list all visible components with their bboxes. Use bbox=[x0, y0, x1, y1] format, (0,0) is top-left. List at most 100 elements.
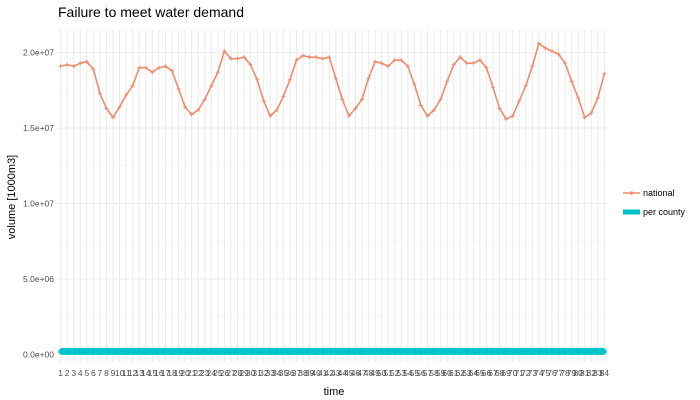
data-point bbox=[359, 349, 365, 354]
y-tick-label: 1.0e+07 bbox=[23, 199, 54, 209]
data-point bbox=[202, 349, 208, 354]
x-tick-label: 61 bbox=[449, 368, 459, 378]
x-tick-label: 82 bbox=[587, 368, 597, 378]
x-tick-label: 56 bbox=[416, 368, 426, 378]
data-point bbox=[556, 52, 561, 57]
data-point bbox=[458, 55, 463, 60]
data-point bbox=[149, 349, 155, 354]
data-point bbox=[313, 349, 319, 354]
x-tick-label: 24 bbox=[207, 368, 217, 378]
x-tick-label: 42 bbox=[324, 368, 334, 378]
data-point bbox=[222, 49, 227, 54]
y-axis-ticks: 0.0e+00 5.0e+06 1.0e+07 1.5e+07 2.0e+07 bbox=[23, 48, 54, 360]
data-point bbox=[182, 349, 188, 354]
data-point bbox=[549, 49, 554, 54]
data-point bbox=[399, 58, 404, 63]
x-tick-label: 31 bbox=[252, 368, 262, 378]
data-point bbox=[601, 349, 607, 354]
x-tick-label: 38 bbox=[298, 368, 308, 378]
x-tick-label: 23 bbox=[200, 368, 210, 378]
x-tick-label: 17 bbox=[161, 368, 171, 378]
series-line bbox=[60, 42, 606, 120]
x-tick-label: 39 bbox=[305, 368, 315, 378]
x-tick-label: 40 bbox=[311, 368, 321, 378]
x-tick-label: 64 bbox=[469, 368, 479, 378]
data-point bbox=[215, 70, 220, 75]
data-point bbox=[242, 55, 247, 60]
data-point bbox=[490, 349, 496, 354]
x-tick-label: 13 bbox=[135, 368, 145, 378]
data-point bbox=[136, 349, 142, 354]
y-axis-title: volume [1000m3] bbox=[6, 155, 18, 239]
data-point bbox=[196, 107, 201, 112]
x-tick-label: 2 bbox=[65, 368, 70, 378]
data-point bbox=[261, 98, 266, 103]
data-point bbox=[432, 107, 437, 112]
data-point bbox=[464, 349, 470, 354]
data-point bbox=[504, 117, 509, 122]
data-point bbox=[228, 349, 234, 354]
data-point bbox=[379, 61, 384, 66]
data-point bbox=[189, 349, 195, 354]
x-tick-label: 51 bbox=[383, 368, 393, 378]
data-point bbox=[281, 94, 286, 99]
x-tick-label: 3 bbox=[71, 368, 76, 378]
data-point bbox=[373, 59, 378, 64]
x-tick-label: 74 bbox=[534, 368, 544, 378]
data-point bbox=[398, 349, 404, 354]
x-tick-label: 48 bbox=[364, 368, 374, 378]
x-tick-label: 70 bbox=[508, 368, 518, 378]
data-point bbox=[457, 349, 463, 354]
data-point bbox=[536, 41, 541, 46]
data-point bbox=[340, 97, 345, 102]
x-tick-label: 72 bbox=[521, 368, 531, 378]
data-point bbox=[602, 71, 607, 76]
data-point bbox=[228, 56, 233, 61]
data-point bbox=[359, 97, 364, 102]
x-tick-label: 22 bbox=[193, 368, 203, 378]
data-point bbox=[425, 114, 430, 119]
x-tick-label: 8 bbox=[104, 368, 109, 378]
data-point bbox=[163, 349, 168, 354]
data-point bbox=[156, 349, 162, 354]
legend-item-national: national bbox=[623, 188, 675, 198]
data-point bbox=[595, 95, 600, 100]
data-point bbox=[124, 92, 129, 97]
data-point bbox=[543, 46, 548, 51]
x-tick-label: 53 bbox=[397, 368, 407, 378]
data-point bbox=[104, 349, 109, 354]
data-point bbox=[248, 62, 253, 67]
data-point bbox=[287, 349, 293, 354]
data-point bbox=[392, 349, 398, 354]
data-point bbox=[516, 349, 522, 354]
data-point bbox=[438, 349, 443, 354]
data-point bbox=[261, 349, 267, 354]
x-tick-label: 43 bbox=[331, 368, 341, 378]
data-point bbox=[255, 77, 260, 82]
data-point bbox=[543, 349, 548, 354]
data-point bbox=[91, 67, 96, 72]
legend-label: per county bbox=[643, 207, 686, 217]
series-national bbox=[58, 41, 607, 122]
data-point bbox=[97, 349, 103, 354]
x-tick-label: 58 bbox=[429, 368, 439, 378]
x-tick-label: 63 bbox=[462, 368, 472, 378]
data-point bbox=[300, 349, 306, 354]
data-point bbox=[58, 349, 64, 354]
data-point bbox=[529, 349, 535, 354]
data-point bbox=[366, 76, 371, 81]
x-tick-label: 9 bbox=[111, 368, 116, 378]
data-point bbox=[477, 58, 482, 63]
x-tick-label: 46 bbox=[351, 368, 361, 378]
data-point bbox=[549, 349, 555, 354]
data-point bbox=[353, 106, 358, 111]
data-point bbox=[137, 65, 142, 70]
data-point bbox=[209, 83, 214, 88]
x-tick-label: 45 bbox=[344, 368, 354, 378]
data-point bbox=[314, 55, 319, 60]
data-point bbox=[346, 114, 351, 119]
x-tick-label: 78 bbox=[560, 368, 570, 378]
data-point bbox=[97, 91, 102, 96]
data-point bbox=[130, 83, 135, 88]
data-point bbox=[326, 349, 332, 354]
